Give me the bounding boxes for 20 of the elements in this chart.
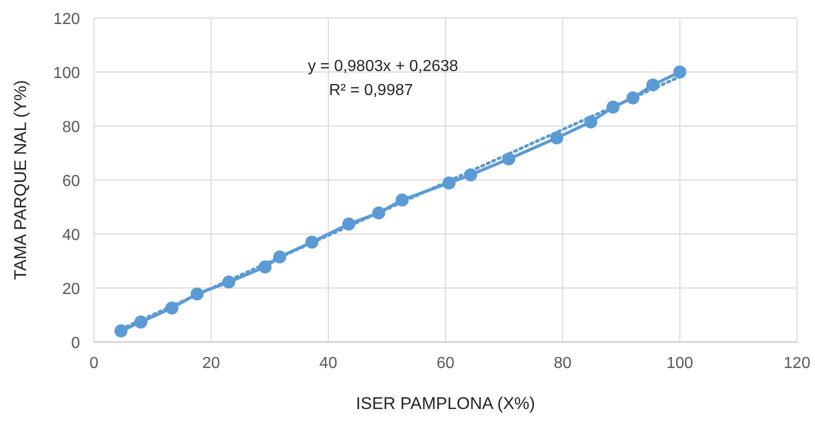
x-tick-label: 20: [202, 355, 220, 372]
y-tick-label: 100: [53, 65, 80, 82]
point: [114, 324, 128, 338]
x-tick-label: 0: [90, 355, 99, 372]
y-tick-label: 40: [62, 227, 80, 244]
y-axis-title: TAMA PARQUE NAL (Y%): [11, 80, 30, 280]
y-tick-label: 80: [62, 119, 80, 136]
annotation: R² = 0,9987: [328, 82, 414, 99]
x-tick-label: 60: [436, 355, 454, 372]
point: [673, 66, 686, 78]
annotation: y = 0,9803x + 0,2638: [308, 58, 458, 75]
y-tick-label: 20: [62, 281, 80, 298]
x-tick-label: 120: [784, 355, 810, 372]
y-tick-label: 60: [62, 173, 80, 190]
y-tick-label: 0: [71, 335, 80, 352]
x-axis-title: ISER PAMPLONA (X%): [356, 394, 536, 413]
x-tick-label: 40: [319, 355, 338, 372]
y-tick-label: 120: [53, 11, 80, 28]
x-tick-label: 80: [554, 355, 572, 372]
x-tick-label: 100: [666, 355, 694, 372]
